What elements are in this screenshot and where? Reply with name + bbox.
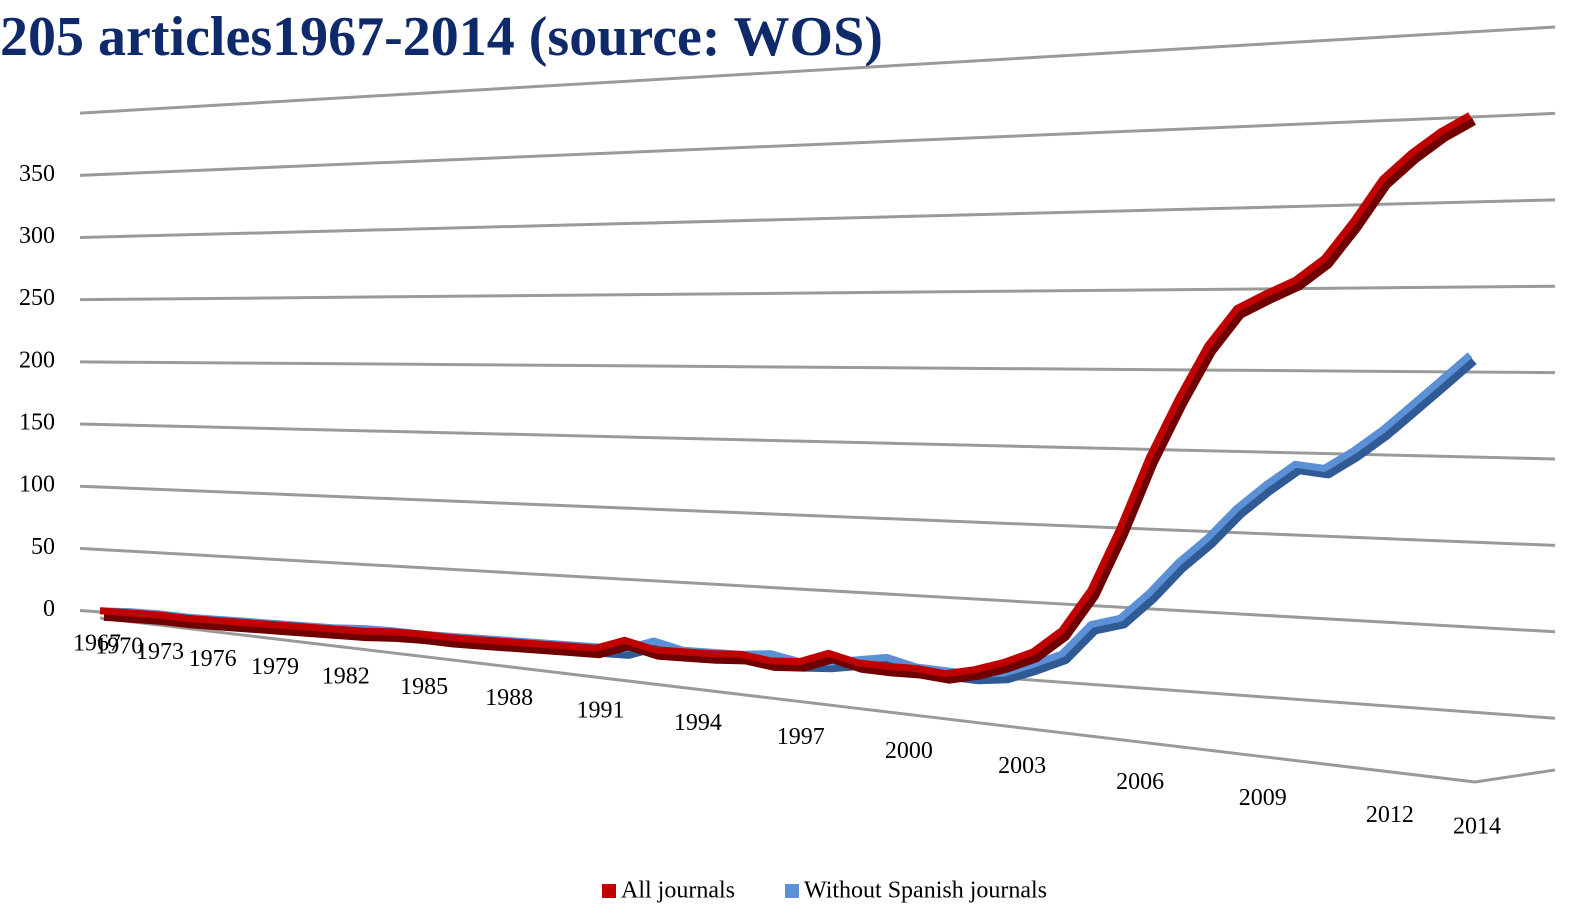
x-tick-label: 1985 [400, 674, 448, 700]
x-tick-label: 2012 [1366, 802, 1414, 828]
x-tick-label: 2000 [885, 738, 933, 764]
x-tick-label: 1994 [674, 710, 722, 736]
line-shadow [103, 117, 1476, 684]
grid-line [79, 284, 1556, 302]
grid-line [79, 422, 1556, 461]
x-tick-label: 1979 [251, 654, 299, 680]
y-tick-label: 350 [19, 161, 55, 187]
x-tick-label: 1988 [485, 685, 533, 711]
x-tick-label: 1967 [73, 631, 121, 657]
x-tick-label: 1976 [189, 646, 237, 672]
y-tick-label: 0 [43, 596, 55, 622]
grid-line [79, 111, 1556, 177]
legend-swatch [602, 884, 616, 898]
legend-label: Without Spanish journals [804, 878, 1047, 904]
y-tick-label: 100 [19, 472, 55, 498]
x-tick-label: 1991 [577, 697, 625, 723]
legend-swatch [785, 884, 799, 898]
grid-line [79, 360, 1556, 375]
grid-line [79, 484, 1556, 547]
x-tick-label: 1973 [136, 639, 184, 665]
y-tick-label: 50 [31, 534, 55, 560]
y-tick-label: 200 [19, 347, 55, 373]
grid-line [79, 25, 1556, 115]
chart-title: 205 articles1967-2014 (source: WOS) [0, 6, 883, 68]
y-tick-label: 150 [19, 410, 55, 436]
x-tick-label: 1997 [777, 724, 825, 750]
legend-label: All journals [621, 878, 735, 904]
floor-edge [99, 616, 1556, 784]
grid-line [79, 198, 1556, 240]
y-tick-label: 300 [19, 223, 55, 249]
x-tick-label: 2014 [1453, 814, 1501, 840]
x-tick-label: 2006 [1116, 769, 1164, 795]
series-line [99, 112, 1472, 678]
x-tick-label: 1982 [322, 663, 370, 689]
x-tick-label: 2009 [1239, 785, 1287, 811]
y-tick-label: 250 [19, 285, 55, 311]
x-tick-label: 1970 [95, 633, 143, 659]
x-tick-label: 2003 [998, 753, 1046, 779]
grid-line [79, 546, 1556, 634]
